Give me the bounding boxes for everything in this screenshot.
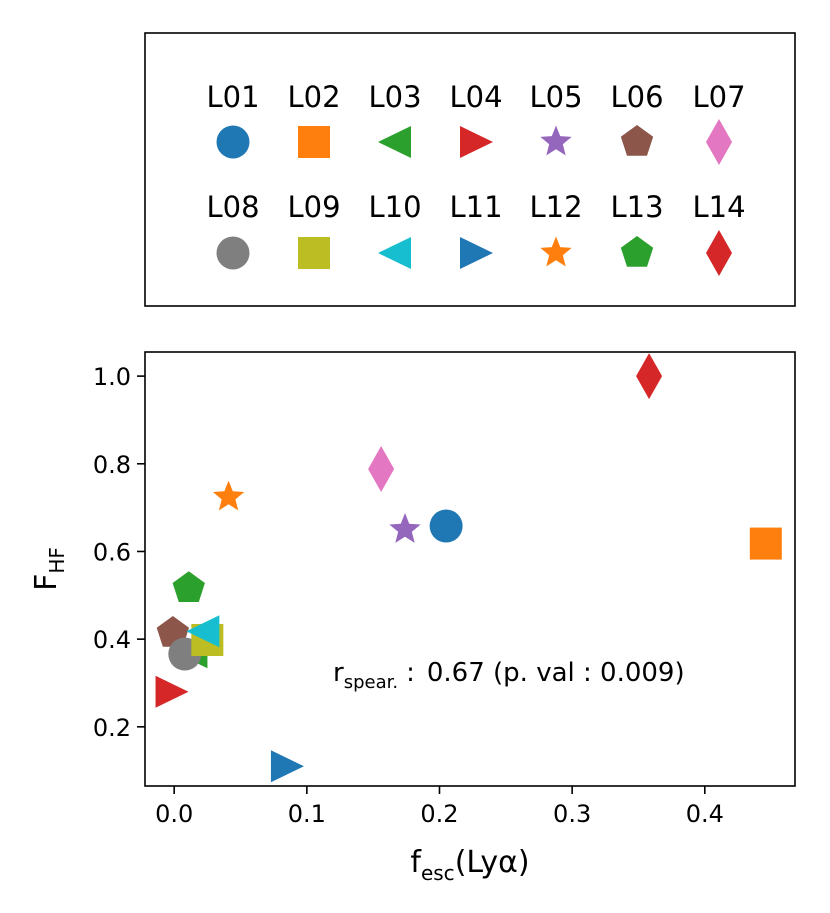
point-l02 — [749, 527, 782, 560]
legend-label: L08 — [206, 190, 259, 224]
legend-marker-l02 — [298, 126, 330, 158]
legend-label: L14 — [692, 190, 745, 224]
legend-label: L05 — [529, 80, 582, 114]
x-label-subscript: esc — [421, 861, 455, 885]
y-axis-label-group: FHF — [29, 547, 69, 591]
legend-item-l07: L07 — [692, 80, 746, 165]
point-l04 — [155, 675, 189, 708]
legend-label: L10 — [368, 190, 421, 224]
x-label-main: f — [410, 845, 422, 880]
point-l01 — [429, 509, 463, 543]
x-tick-label: 0.0 — [155, 800, 193, 828]
legend-item-l03: L03 — [368, 80, 422, 158]
legend-label: L11 — [449, 190, 502, 224]
plot-frame — [144, 351, 796, 787]
legend-item-l05: L05 — [529, 80, 583, 156]
annotation-r-subscript: spear. — [344, 672, 398, 693]
legend-item-l01: L01 — [206, 80, 260, 159]
annotation-r: r — [333, 658, 344, 688]
legend-item-l12: L12 — [529, 190, 583, 267]
legend-marker-l05 — [540, 125, 572, 156]
point-l07 — [368, 446, 395, 493]
legend-label: L04 — [449, 80, 502, 114]
annotation-colon: : — [406, 658, 415, 688]
y-tick-label: 0.8 — [93, 451, 131, 479]
legend-marker-l08 — [216, 236, 250, 270]
x-axis-ticks: 0.0 0.1 0.2 0.3 0.4 — [155, 786, 724, 828]
x-tick-label: 0.2 — [420, 800, 458, 828]
legend-label: L06 — [610, 80, 663, 114]
y-axis-ticks: 0.2 0.4 0.6 0.8 1.0 — [93, 363, 145, 742]
y-tick-label: 0.2 — [93, 714, 131, 742]
legend-item-l08: L08 — [206, 190, 260, 270]
legend-item-l04: L04 — [449, 80, 503, 158]
point-l11 — [270, 750, 304, 783]
legend-marker-l06 — [620, 125, 654, 156]
legend-label: L09 — [287, 190, 340, 224]
y-tick-label: 0.6 — [93, 538, 131, 566]
legend-marker-l04 — [460, 126, 493, 158]
point-l13 — [172, 571, 205, 603]
point-l05 — [389, 513, 421, 543]
legend-item-l11: L11 — [449, 190, 503, 269]
correlation-annotation: rspear.:0.67 (p. val : 0.009) — [333, 658, 685, 693]
legend-label: L03 — [368, 80, 421, 114]
legend-item-l13: L13 — [610, 190, 664, 267]
legend-label: L02 — [287, 80, 340, 114]
legend-item-l09: L09 — [287, 190, 341, 269]
legend-label: L07 — [692, 80, 745, 114]
legend-marker-l14 — [706, 230, 732, 276]
legend-label: L12 — [529, 190, 582, 224]
y-tick-label: 1.0 — [93, 363, 131, 391]
legend-marker-l01 — [216, 125, 250, 159]
legend-label: L13 — [610, 190, 663, 224]
legend-item-l14: L14 — [692, 190, 746, 276]
legend-marker-l11 — [460, 237, 493, 269]
x-tick-label: 0.4 — [686, 800, 724, 828]
x-tick-label: 0.3 — [553, 800, 591, 828]
x-tick-label: 0.1 — [288, 800, 326, 828]
point-l10 — [186, 615, 220, 648]
legend-marker-l07 — [706, 119, 732, 165]
y-tick-label: 0.4 — [93, 626, 131, 654]
legend-marker-l03 — [378, 126, 411, 158]
plot-background — [145, 352, 795, 786]
plot-area: 0.0 0.1 0.2 0.3 0.4 0.2 0.4 0.6 0.8 1.0 rspear.:… — [29, 351, 796, 885]
legend-marker-l12 — [540, 236, 572, 267]
legend-marker-l10 — [378, 237, 411, 269]
legend-marker-l13 — [620, 236, 654, 267]
legend-marker-l09 — [298, 237, 330, 269]
x-axis-label: fesc(Lyα) — [410, 845, 529, 885]
legend: L01 L02 L03 L04 L05 L06 L07 L08 L09 L10 L11 L12 L13 L… — [144, 32, 796, 307]
x-label-tail: (Lyα) — [455, 845, 530, 880]
y-label-main: F — [29, 574, 64, 591]
legend-label: L01 — [206, 80, 259, 114]
data-markers — [155, 353, 782, 783]
annotation-value: 0.67 (p. val : 0.009) — [427, 658, 685, 688]
legend-item-l06: L06 — [610, 80, 664, 156]
y-axis-label: FHF — [29, 547, 69, 591]
legend-item-l10: L10 — [368, 190, 422, 269]
legend-item-l02: L02 — [287, 80, 341, 158]
point-l14 — [636, 353, 663, 400]
y-label-subscript: HF — [45, 547, 69, 574]
point-l12 — [212, 480, 245, 511]
